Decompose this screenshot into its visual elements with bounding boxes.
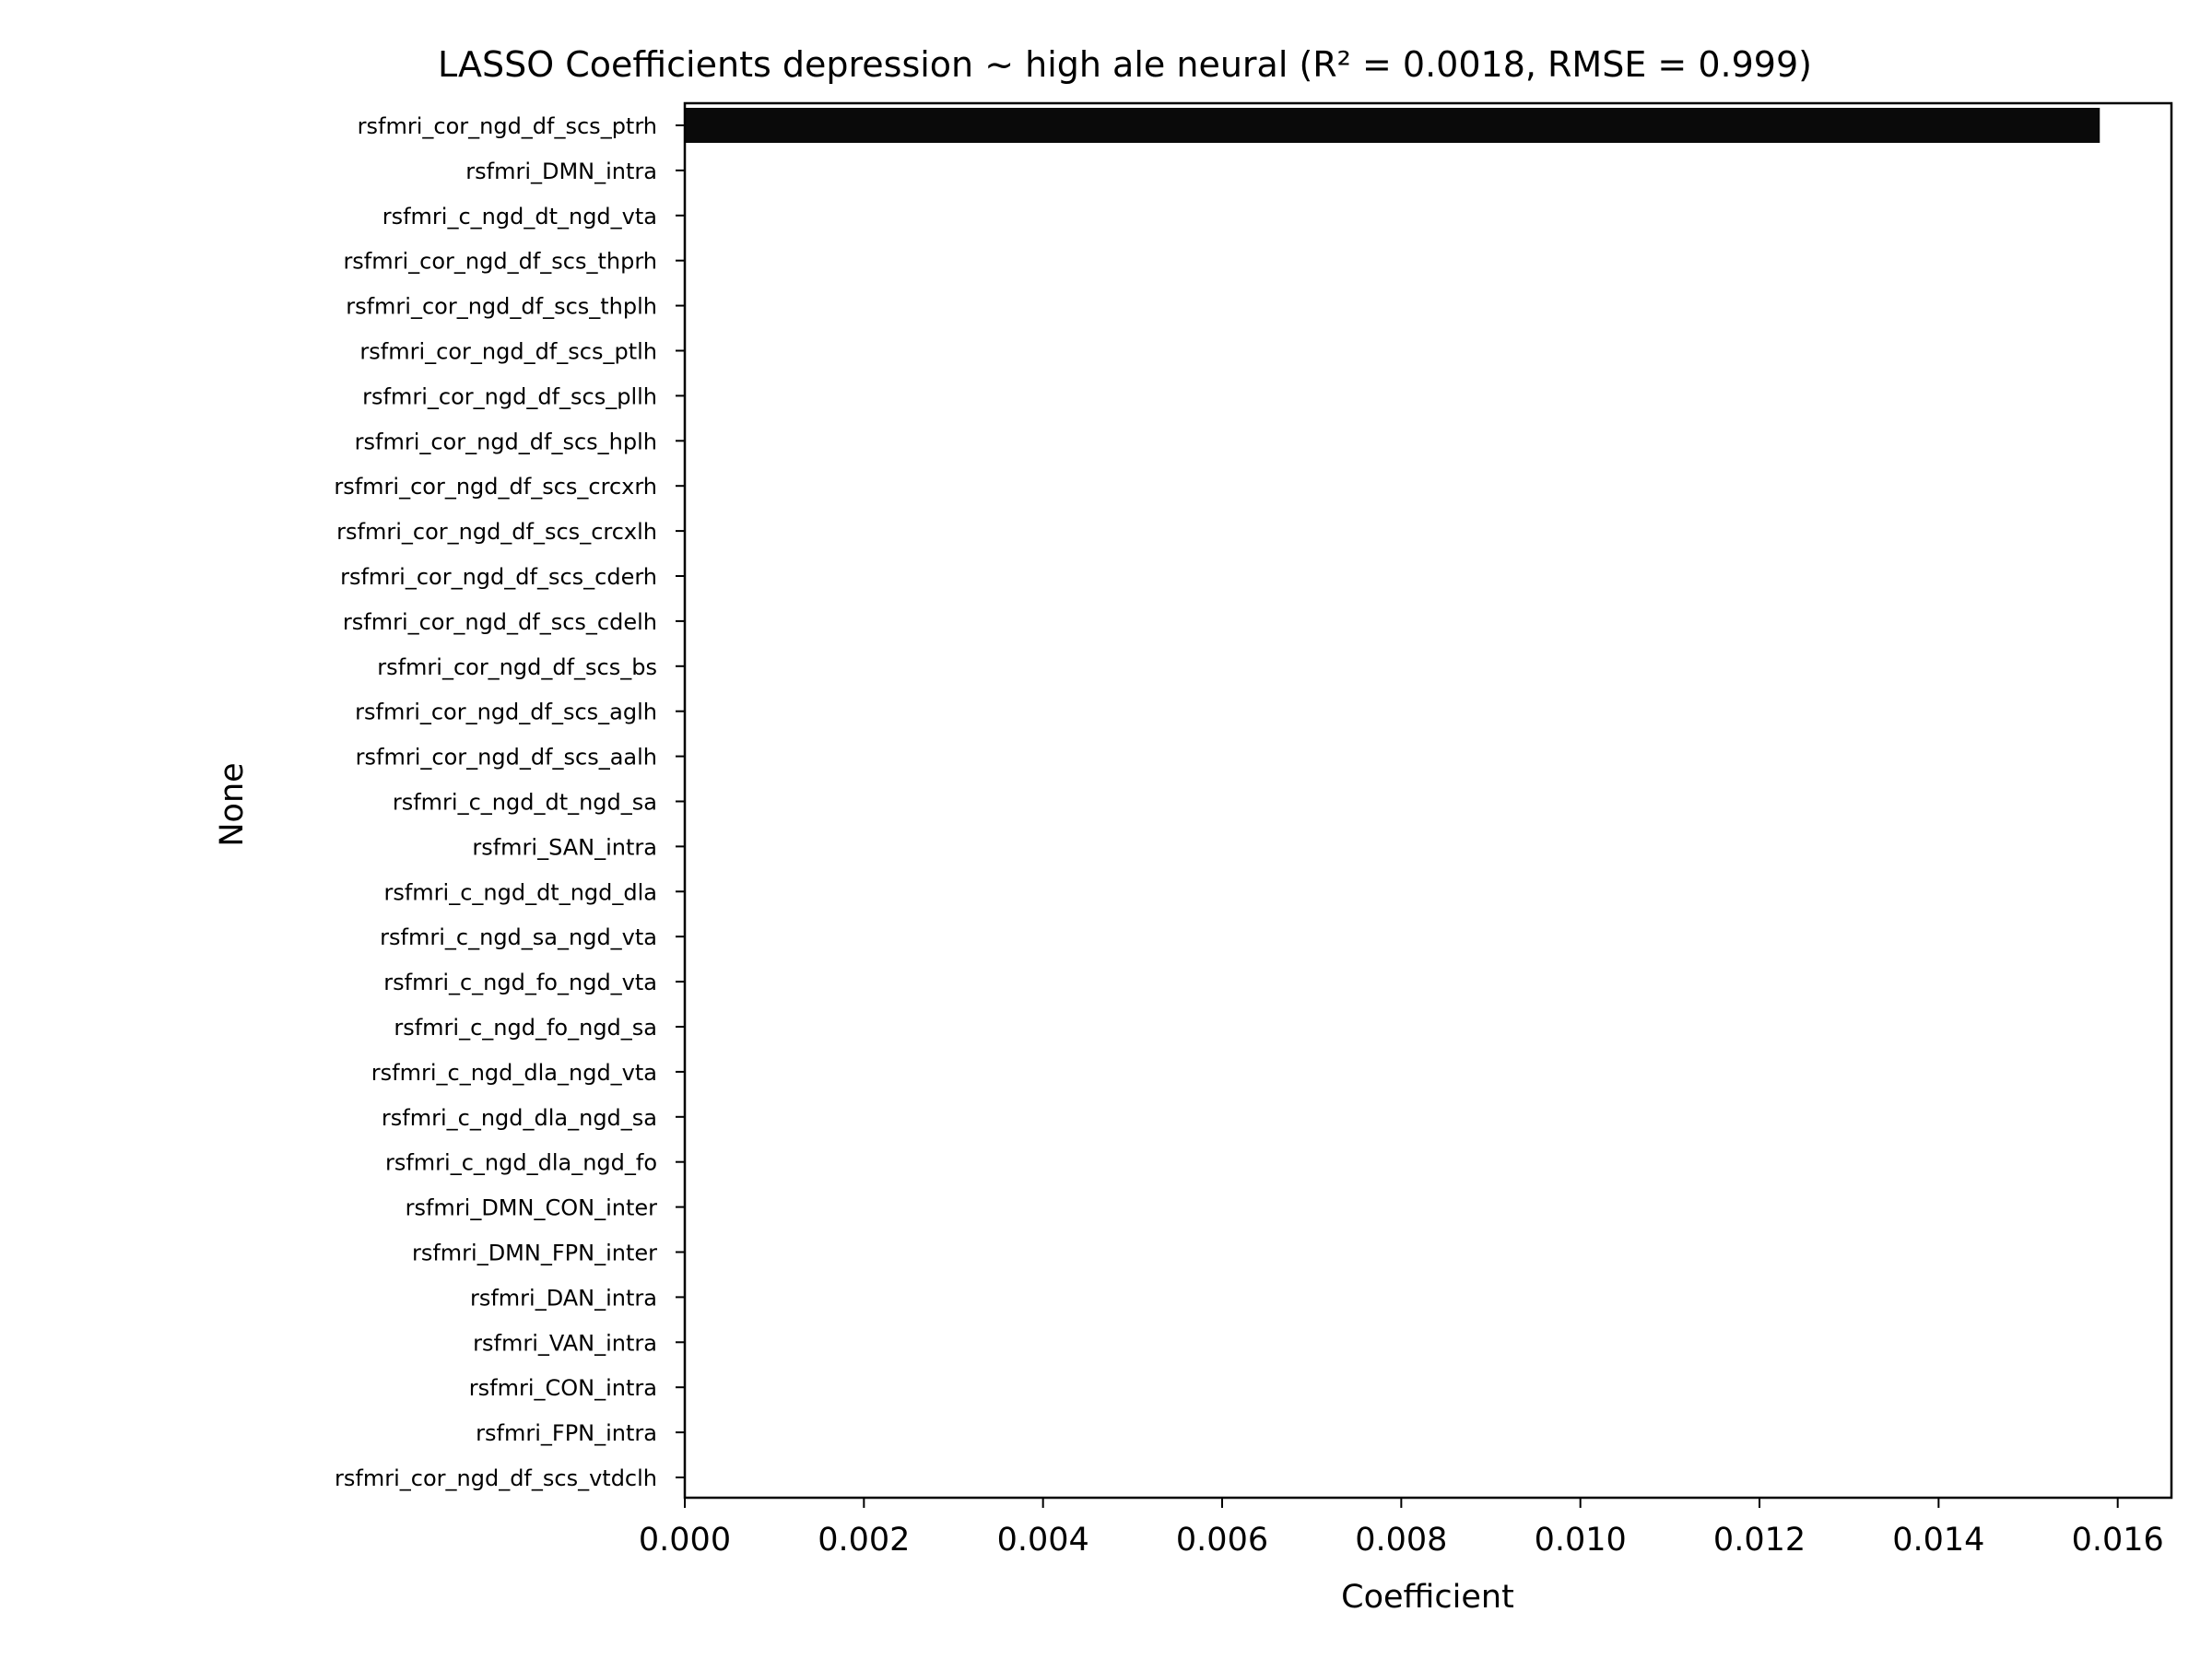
- bars-layer: [685, 108, 2100, 143]
- x-tick-label: 0.002: [818, 1522, 910, 1559]
- plot-frame: [683, 101, 2173, 1500]
- y-tick-label: rsfmri_DMN_CON_inter: [406, 1195, 658, 1221]
- y-tick-label: rsfmri_cor_ngd_df_scs_bs: [377, 654, 657, 680]
- y-tick-label: rsfmri_cor_ngd_df_scs_pllh: [362, 383, 657, 409]
- x-tick-label: 0.000: [639, 1522, 731, 1559]
- y-tick-label: rsfmri_DMN_FPN_inter: [412, 1241, 657, 1266]
- y-tick-label: rsfmri_c_ngd_fo_ngd_sa: [394, 1015, 657, 1041]
- y-tick-label: rsfmri_CON_intra: [469, 1375, 657, 1401]
- x-tick-label: 0.012: [1713, 1522, 1806, 1559]
- y-tick-label: rsfmri_DAN_intra: [470, 1285, 657, 1311]
- bar-rsfmri_cor_ngd_df_scs_ptrh: [685, 108, 2100, 143]
- y-tick-label: rsfmri_c_ngd_sa_ngd_vta: [380, 924, 657, 950]
- x-tick-label: 0.008: [1355, 1522, 1447, 1559]
- y-tick-label: rsfmri_c_ngd_fo_ngd_vta: [383, 970, 657, 995]
- y-tick-label: rsfmri_cor_ngd_df_scs_thprh: [343, 249, 657, 275]
- y-tick-label: rsfmri_c_ngd_dt_ngd_dla: [383, 879, 657, 905]
- y-tick-label: rsfmri_VAN_intra: [473, 1330, 657, 1356]
- y-tick-label: rsfmri_cor_ngd_df_scs_crcxrh: [334, 474, 657, 500]
- x-axis: 0.000 0.002 0.004 0.006 0.008 0.010 0.012 0.014…: [639, 1498, 2164, 1559]
- y-tick-label: rsfmri_c_ngd_dla_ngd_sa: [382, 1105, 657, 1131]
- y-tick-label: rsfmri_cor_ngd_df_scs_vtdclh: [335, 1465, 657, 1491]
- y-tick-label: rsfmri_cor_ngd_df_scs_hplh: [355, 429, 657, 454]
- y-tick-label: rsfmri_cor_ngd_df_scs_cdelh: [343, 609, 657, 635]
- y-tick-label: rsfmri_cor_ngd_df_scs_aglh: [355, 700, 657, 725]
- y-tick-label: rsfmri_cor_ngd_df_scs_cderh: [340, 564, 657, 590]
- x-tick-label: 0.010: [1535, 1522, 1627, 1559]
- y-tick-label: rsfmri_cor_ngd_df_scs_aalh: [356, 745, 657, 771]
- x-tick-label: 0.014: [1892, 1522, 1984, 1559]
- x-tick-label: 0.004: [997, 1522, 1089, 1559]
- y-tick-label: rsfmri_c_ngd_dla_ngd_fo: [385, 1150, 657, 1176]
- y-tick-label: rsfmri_cor_ngd_df_scs_ptrh: [358, 113, 657, 139]
- y-axis-label: None: [214, 762, 251, 846]
- y-tick-label: rsfmri_cor_ngd_df_scs_crcxlh: [336, 519, 657, 545]
- y-tick-label: rsfmri_FPN_intra: [476, 1420, 657, 1446]
- y-tick-label: rsfmri_DMN_intra: [465, 159, 657, 184]
- y-tick-label: rsfmri_cor_ngd_df_scs_ptlh: [359, 339, 657, 365]
- x-axis-label: Coefficient: [1341, 1579, 1514, 1616]
- x-tick-label: 0.006: [1176, 1522, 1268, 1559]
- y-tick-label: rsfmri_c_ngd_dt_ngd_vta: [382, 204, 657, 229]
- y-axis: rsfmri_cor_ngd_df_scs_ptrh rsfmri_DMN_int…: [334, 113, 685, 1491]
- x-tick-label: 0.016: [2072, 1522, 2164, 1559]
- y-tick-label: rsfmri_c_ngd_dla_ngd_vta: [371, 1060, 657, 1086]
- y-tick-label: rsfmri_c_ngd_dt_ngd_sa: [393, 790, 657, 816]
- y-tick-label: rsfmri_SAN_intra: [472, 834, 657, 860]
- chart-title: LASSO Coefficients depression ~ high ale…: [438, 44, 1812, 85]
- y-tick-label: rsfmri_cor_ngd_df_scs_thplh: [346, 294, 657, 320]
